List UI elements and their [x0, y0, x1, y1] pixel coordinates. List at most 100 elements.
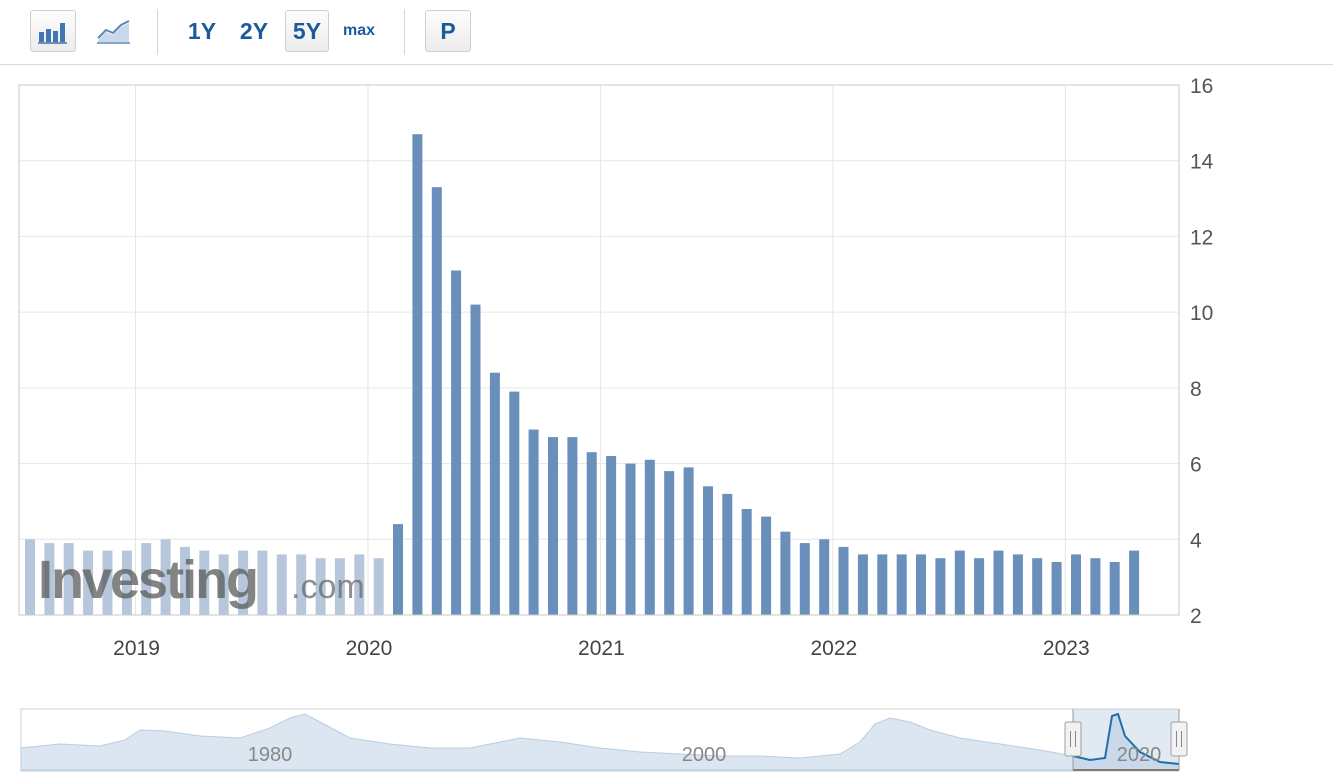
range-5y-button[interactable]: 5Y [285, 10, 329, 52]
x-axis: 2019 2020 2021 2022 2023 [113, 637, 1089, 660]
bar [334, 558, 345, 615]
bar [1051, 562, 1062, 615]
bar [896, 554, 907, 615]
bar [644, 459, 655, 615]
chart-grid [19, 85, 1179, 615]
y-tick-label: 14 [1190, 151, 1214, 174]
bar [257, 550, 268, 615]
y-tick-label: 4 [1190, 529, 1202, 552]
navigator-selected-line [1072, 712, 1180, 765]
bar [838, 546, 849, 615]
bar [586, 452, 597, 615]
bar [121, 550, 132, 615]
bar [199, 550, 210, 615]
bar [102, 550, 113, 615]
bar [431, 187, 442, 615]
bar [315, 558, 326, 615]
y-tick-label: 16 [1190, 75, 1213, 98]
bar [470, 304, 481, 615]
bar [238, 550, 249, 615]
bar [683, 467, 694, 615]
line-chart-button[interactable] [92, 10, 136, 52]
bar-series [25, 134, 1140, 615]
bar [373, 558, 384, 615]
bar [1032, 558, 1043, 615]
toolbar-separator [157, 9, 158, 55]
bar [1012, 554, 1023, 615]
range-2y-button[interactable]: 2Y [239, 17, 269, 44]
bar [218, 554, 229, 615]
line-chart-icon [97, 20, 130, 44]
x-tick-label: 2022 [810, 637, 857, 660]
p-button[interactable]: P [425, 10, 471, 52]
bar [354, 554, 365, 615]
investing-watermark: Investing .com [38, 550, 365, 610]
x-tick-label: 2023 [1043, 637, 1090, 660]
watermark-brand: Investing [38, 550, 257, 610]
bar [761, 516, 772, 615]
bar [1071, 554, 1081, 615]
bar [625, 463, 636, 615]
bar [44, 543, 55, 615]
bar [974, 558, 985, 615]
y-tick-label: 2 [1190, 605, 1202, 628]
y-axis: 2 4 6 8 10 12 14 16 [1190, 75, 1214, 628]
bar [916, 554, 926, 615]
plot-area [19, 85, 1179, 615]
x-tick-label: 2021 [578, 637, 625, 660]
bar [935, 558, 946, 615]
bar [25, 539, 35, 615]
bar [606, 456, 617, 615]
bar [393, 524, 403, 615]
bar [877, 554, 888, 615]
bar [276, 554, 287, 615]
bar [141, 543, 152, 615]
bar [799, 543, 810, 615]
bar [180, 546, 190, 615]
bar [63, 543, 74, 615]
bar-chart-icon [38, 23, 67, 44]
navigator-label-2000: 2000 [682, 744, 727, 766]
navigator-left-handle[interactable] [1064, 709, 1082, 770]
bar [548, 437, 558, 615]
bar [1090, 558, 1101, 615]
bar [451, 270, 462, 615]
bar [703, 486, 713, 615]
bar [489, 372, 500, 615]
watermark-suffix: .com [291, 568, 365, 606]
bar [528, 429, 539, 615]
toolbar-separator [404, 9, 405, 55]
range-1y-button[interactable]: 1Y [187, 17, 217, 44]
bar [954, 550, 965, 615]
bar [509, 391, 520, 615]
bar [1109, 562, 1120, 615]
bar [160, 539, 171, 615]
navigator-label-1980: 1980 [248, 744, 293, 766]
navigator-label-2020: 2020 [1117, 744, 1162, 766]
plot-border [18, 84, 1180, 616]
bar [993, 550, 1004, 615]
bar [741, 509, 752, 615]
range-max-button[interactable]: max [342, 22, 376, 39]
bar [567, 437, 578, 615]
y-tick-label: 8 [1190, 378, 1202, 401]
bar [722, 493, 733, 615]
bar [412, 134, 423, 615]
bar [857, 554, 868, 615]
bar [83, 550, 94, 615]
x-tick-label: 2020 [346, 637, 393, 660]
bar [296, 554, 307, 615]
navigator-right-handle[interactable] [1170, 709, 1188, 770]
bar [780, 531, 791, 615]
y-tick-label: 12 [1190, 226, 1213, 249]
y-tick-label: 10 [1190, 302, 1213, 325]
bar [819, 539, 830, 615]
x-tick-label: 2019 [113, 637, 160, 660]
bar [664, 471, 675, 615]
range-navigator[interactable]: 1980 2000 2020 [20, 708, 1188, 772]
y-tick-label: 6 [1190, 454, 1202, 477]
bar [1129, 550, 1140, 615]
chart-toolbar: 1Y 2Y 5Y max P [0, 0, 1333, 65]
bar-chart-button[interactable] [30, 10, 76, 52]
